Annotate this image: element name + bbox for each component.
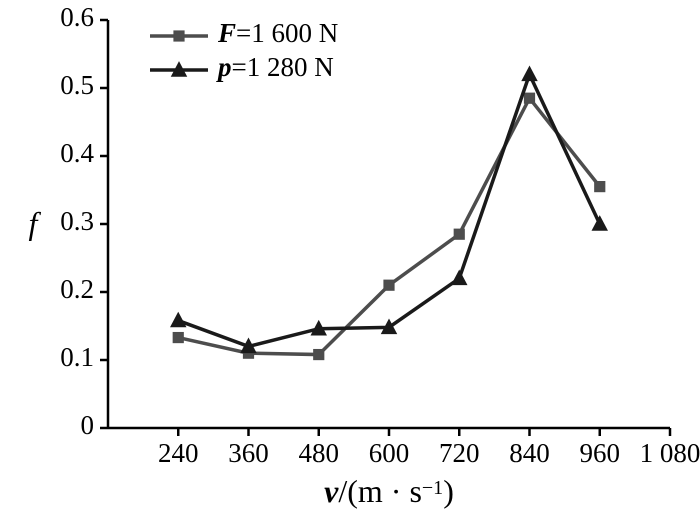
x-tick-label: 360 [228, 438, 269, 468]
x-axis-label: v/(m · s−1) [324, 473, 454, 509]
series-marker-p1280 [522, 67, 537, 81]
legend-label-F1600: F=1 600 N [217, 18, 338, 48]
legend: F=1 600 N p=1 280 N [150, 18, 338, 82]
x-tick-label: 720 [439, 438, 480, 468]
series-marker-F1600 [454, 229, 464, 239]
y-tick-label: 0.2 [60, 274, 94, 304]
x-tick-label: 840 [509, 438, 550, 468]
y-tick-label: 0.1 [60, 342, 94, 372]
series-marker-p1280 [171, 313, 186, 327]
series-marker-F1600 [173, 332, 183, 342]
x-axis-title: v/(m · s−1) [324, 473, 454, 509]
series-marker-p1280 [452, 271, 467, 285]
series-marker-F1600 [384, 280, 394, 290]
y-axis-title: f [29, 205, 42, 241]
series-line-p1280 [178, 74, 600, 346]
legend-swatch-marker [174, 31, 184, 41]
y-tick-label: 0.4 [60, 138, 94, 168]
y-tick-label: 0 [81, 410, 95, 440]
friction-vs-velocity-chart: 0 0.1 0.2 0.3 0.4 0.5 0.6 240 360 480 600 720 840 960… [0, 0, 700, 528]
series-marker-F1600 [524, 93, 534, 103]
y-tick-label: 0.3 [60, 206, 94, 236]
y-tick-label: 0.5 [60, 70, 94, 100]
x-tick-label: 600 [369, 438, 410, 468]
x-tick-label: 240 [158, 438, 199, 468]
y-axis-label: f [29, 205, 42, 241]
legend-label-p1280: p=1 280 N [216, 52, 334, 82]
series-line-F1600 [178, 98, 600, 354]
x-tick-label: 960 [580, 438, 621, 468]
series-marker-F1600 [314, 349, 324, 359]
series-marker-p1280 [592, 216, 607, 230]
y-tick-label: 0.6 [60, 2, 94, 32]
series-marker-F1600 [595, 182, 605, 192]
x-tick-label: 480 [299, 438, 340, 468]
axes: 0 0.1 0.2 0.3 0.4 0.5 0.6 240 360 480 600 720 840 960… [60, 2, 700, 468]
x-tick-label: 1 080 [640, 438, 700, 468]
series-group [171, 67, 607, 360]
